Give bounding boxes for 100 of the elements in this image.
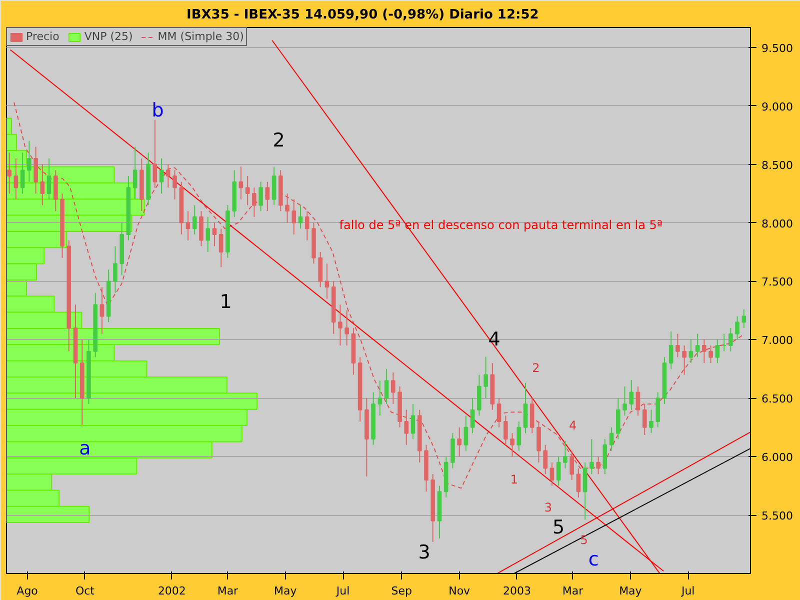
candlestick: [152, 119, 158, 188]
legend-label: MM (Simple 30): [158, 30, 244, 43]
candlestick: [338, 304, 342, 346]
y-tick-label: 9.500: [762, 42, 793, 55]
candlestick: [14, 158, 18, 200]
x-tick-label: Sep: [391, 584, 412, 598]
candlestick: [272, 166, 276, 206]
candlestick: [496, 398, 502, 428]
candlestick: [590, 438, 594, 475]
candlestick: [656, 392, 660, 428]
candlestick: [563, 440, 568, 469]
candlestick: [516, 421, 522, 452]
candlestick: [206, 216, 210, 252]
candlestick: [688, 339, 694, 364]
annotation: b: [152, 100, 164, 122]
candlestick: [576, 468, 581, 498]
candlestick: [543, 444, 548, 475]
annotation: 1: [510, 472, 518, 486]
candlestick: [186, 210, 190, 241]
annotation: 4: [488, 328, 500, 350]
candlestick: [391, 372, 396, 404]
candlestick: [676, 333, 680, 358]
candlestick: [304, 210, 310, 241]
candlestick: [450, 432, 455, 469]
candlestick: [265, 181, 270, 212]
candlestick: [378, 380, 382, 416]
candlestick: [132, 146, 138, 200]
candlestick: [7, 152, 12, 194]
candlestick: [536, 421, 541, 463]
candlestick: [159, 158, 164, 194]
candlestick: [642, 403, 647, 436]
x-tick-label: Mar: [562, 584, 584, 598]
candlestick: [622, 386, 627, 416]
candlestick: [172, 170, 177, 200]
candlestick: [629, 380, 634, 410]
x-tick-label: Mar: [217, 584, 239, 598]
x-tick-label: Jul: [335, 584, 350, 598]
candlestick: [245, 175, 250, 206]
candlestick: [682, 345, 686, 376]
candlestick: [582, 462, 588, 520]
annotation: a: [79, 437, 91, 460]
y-tick-label: 8.500: [762, 158, 793, 172]
annotation: 3: [544, 500, 552, 514]
candlestick: [192, 204, 197, 235]
candlestick: [46, 158, 52, 200]
candlestick: [212, 222, 217, 247]
x-tick-label: Oct: [75, 584, 96, 598]
annotation: 2: [272, 130, 285, 152]
candlestick: [556, 456, 561, 486]
candlestick: [616, 398, 620, 440]
candlestick: [484, 356, 488, 399]
candlestick: [34, 146, 38, 194]
candlestick: [54, 170, 58, 212]
candlestick: [596, 456, 600, 475]
candlestick: [40, 164, 45, 206]
candlestick: [708, 345, 713, 364]
legend-label: VNP (25): [84, 30, 133, 43]
annotation: 5: [552, 516, 565, 539]
y-tick-label: 8.000: [762, 217, 793, 230]
candlestick: [113, 246, 118, 294]
candlestick: [285, 193, 290, 224]
x-tick-label: May: [619, 584, 642, 598]
candlestick: [199, 210, 204, 247]
candlestick: [404, 409, 409, 446]
candlestick: [636, 386, 640, 416]
annotation: c: [588, 548, 599, 570]
x-tick-label: Nov: [448, 584, 471, 598]
candlestick: [510, 432, 514, 458]
candlestick: [258, 181, 263, 212]
annotation: 4: [568, 418, 577, 433]
y-tick-label: 7.500: [762, 276, 793, 289]
candlestick: [477, 374, 482, 416]
y-tick-label: 7.000: [762, 334, 793, 348]
x-tick-label: Ago: [16, 584, 38, 598]
candlestick: [20, 152, 25, 194]
annotation: 5: [580, 533, 588, 548]
annotation: 3: [418, 541, 430, 564]
annotation: 1: [220, 291, 232, 314]
candlestick: [530, 398, 534, 434]
candlestick: [292, 198, 296, 235]
candlestick: [384, 368, 389, 404]
candlestick: [742, 308, 746, 328]
legend-label: Precio: [26, 30, 60, 43]
candlestick: [728, 327, 733, 352]
candlestick: [464, 415, 468, 452]
candlestick: [609, 426, 614, 452]
candlestick: [100, 286, 104, 334]
y-tick-label: 5.500: [762, 510, 793, 523]
chart-title: IBX35 - IBEX-35 14.059,90 (-0,98%) Diario 12:52: [186, 8, 539, 22]
x-tick-label: Jul: [680, 584, 695, 598]
candlestick: [324, 263, 330, 300]
candlestick: [318, 251, 323, 288]
y-tick-label: 6.000: [762, 451, 793, 464]
x-tick-label: 2003: [503, 584, 531, 598]
annotation: 2: [532, 361, 540, 376]
candlestick: [252, 187, 256, 218]
candlestick: [218, 228, 224, 268]
candlestick: [668, 330, 674, 370]
candlestick: [695, 333, 700, 358]
candlestick: [410, 403, 416, 440]
